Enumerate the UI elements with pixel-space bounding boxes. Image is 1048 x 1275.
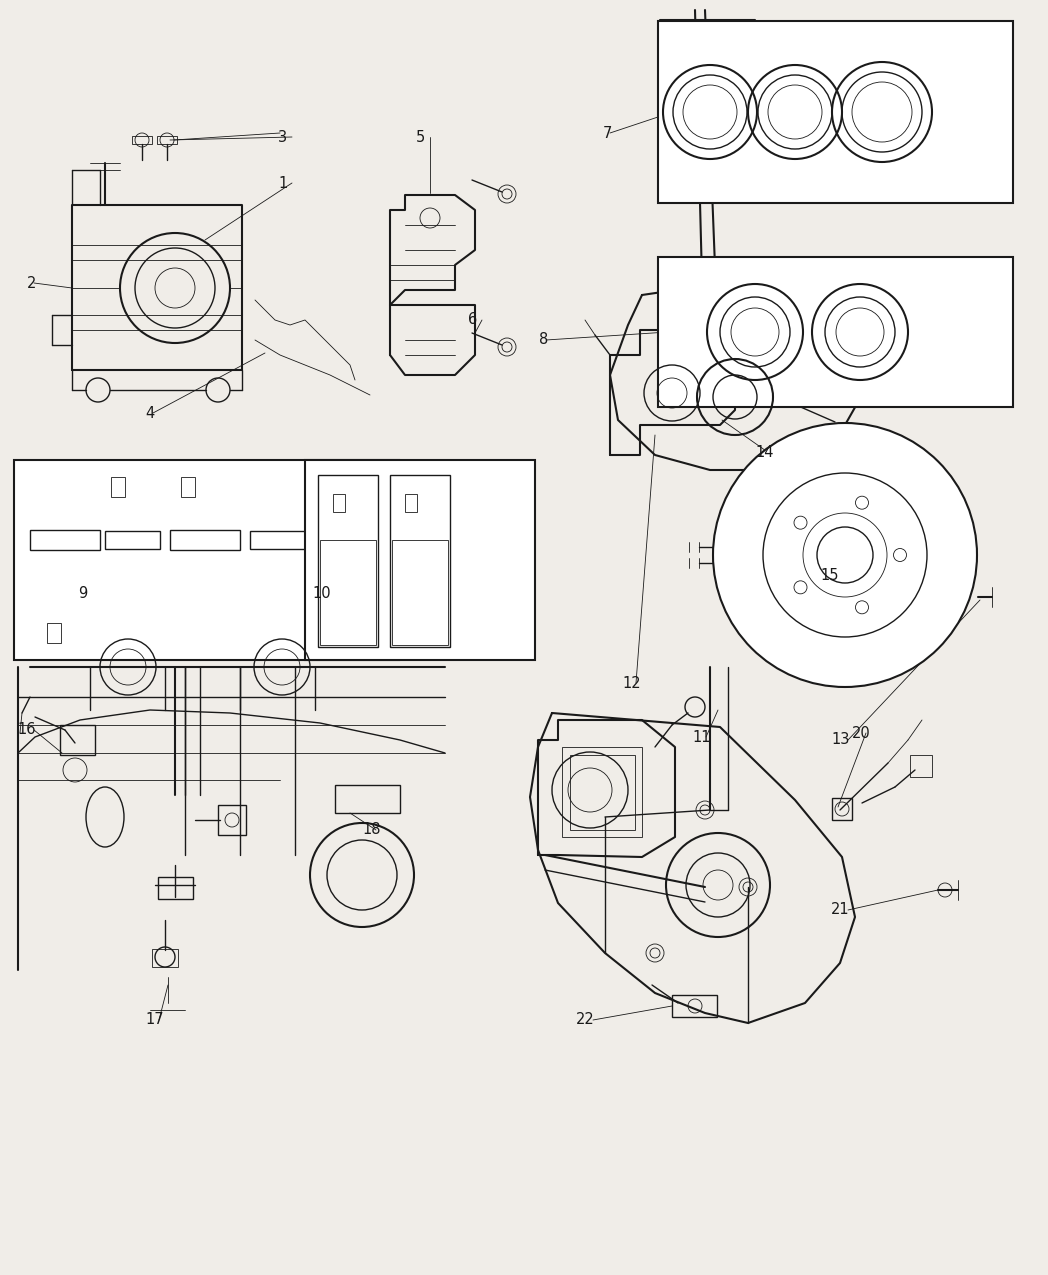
Text: 16: 16 [18, 723, 36, 737]
Bar [658, 20, 1013, 203]
Bar [570, 755, 635, 830]
Bar [672, 994, 717, 1017]
Bar [335, 785, 400, 813]
Bar [392, 541, 447, 645]
Bar [390, 476, 450, 646]
Bar [158, 877, 193, 899]
Text: 20: 20 [852, 725, 871, 741]
Bar [111, 477, 125, 497]
Text: 8: 8 [539, 333, 548, 348]
Text: 12: 12 [623, 676, 640, 691]
Bar [910, 755, 932, 776]
Bar [157, 136, 177, 144]
Text: 1: 1 [278, 176, 287, 190]
Text: 11: 11 [692, 729, 711, 745]
Text: 2: 2 [26, 275, 36, 291]
Bar [250, 530, 305, 550]
Bar [60, 725, 95, 755]
Bar [30, 530, 100, 550]
Bar [170, 530, 240, 550]
Bar [405, 493, 417, 513]
Bar [832, 798, 852, 820]
Text: 18: 18 [362, 822, 380, 838]
Bar [14, 460, 399, 660]
Text: 14: 14 [755, 445, 773, 460]
Bar [562, 747, 642, 836]
Bar [320, 541, 376, 645]
Bar [152, 949, 178, 966]
Bar [47, 623, 61, 643]
Text: 17: 17 [145, 1012, 163, 1028]
Text: 3: 3 [278, 130, 287, 144]
Bar [218, 805, 246, 835]
Bar [105, 530, 160, 550]
Ellipse shape [86, 787, 124, 847]
Bar [658, 258, 1013, 407]
Text: 4: 4 [146, 405, 155, 421]
Text: 10: 10 [312, 585, 330, 601]
Text: 7: 7 [603, 125, 612, 140]
Text: 22: 22 [576, 1012, 595, 1028]
Text: 21: 21 [831, 903, 850, 918]
Text: 6: 6 [468, 312, 477, 328]
Bar [318, 476, 378, 646]
Circle shape [713, 423, 977, 687]
Text: 5: 5 [416, 130, 425, 144]
Bar [181, 477, 195, 497]
Text: 9: 9 [78, 585, 87, 601]
Bar [132, 136, 152, 144]
Text: 15: 15 [820, 567, 838, 583]
Text: 13: 13 [832, 733, 850, 747]
Bar [333, 493, 345, 513]
Bar [305, 460, 534, 660]
